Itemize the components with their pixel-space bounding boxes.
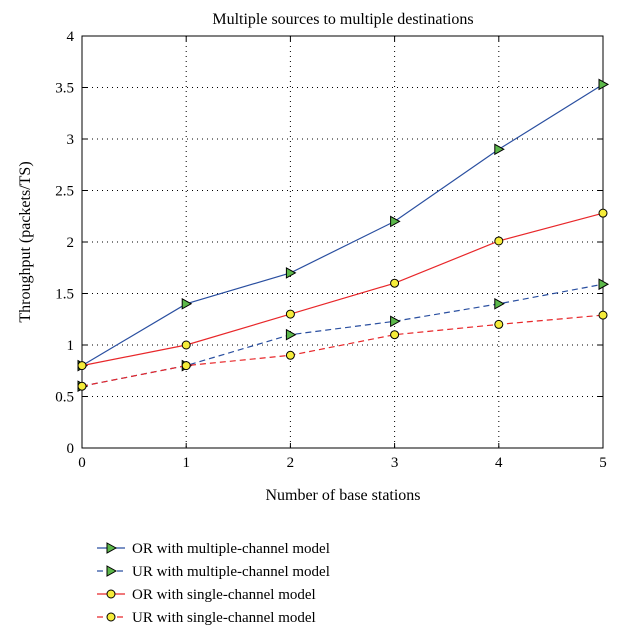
- grid-lines: [82, 36, 603, 448]
- x-tick-label: 1: [182, 455, 190, 471]
- x-tick-label: 0: [78, 455, 86, 471]
- y-tick-label: 1.5: [55, 287, 74, 303]
- series-1: [77, 78, 610, 372]
- legend-label: UR with multiple-channel model: [132, 564, 330, 580]
- series-line: [81, 83, 604, 367]
- y-tick-label: 1: [67, 338, 75, 354]
- y-axis: 0 0.5 1 1.5 2 2.5 3 3.5 4: [55, 29, 603, 457]
- data-point: [494, 236, 504, 246]
- data-point: [598, 310, 608, 320]
- series-3: [77, 208, 608, 371]
- data-point: [77, 381, 87, 391]
- y-tick-label: 3: [67, 132, 75, 148]
- data-point: [285, 350, 295, 360]
- data-point: [285, 328, 297, 341]
- data-point: [77, 361, 87, 371]
- x-axis-title: Number of base stations: [265, 487, 420, 504]
- data-point: [181, 340, 191, 350]
- legend-item: OR with single-channel model: [97, 587, 316, 603]
- data-point: [285, 309, 295, 319]
- series-line: [81, 314, 604, 387]
- y-tick-label: 4: [67, 29, 75, 45]
- legend: OR with multiple-channel model UR with mu…: [97, 541, 330, 626]
- data-point: [181, 361, 191, 371]
- x-tick-label: 2: [287, 455, 295, 471]
- chart-title: Multiple sources to multiple destination…: [212, 11, 473, 28]
- y-tick-label: 0: [67, 441, 75, 457]
- y-tick-label: 0.5: [55, 390, 74, 406]
- legend-item: UR with multiple-channel model: [97, 564, 330, 580]
- legend-marker: [106, 612, 116, 622]
- legend-marker: [106, 589, 116, 599]
- data-point: [494, 143, 505, 156]
- legend-item: OR with multiple-channel model: [97, 541, 330, 557]
- legend-label: UR with single-channel model: [132, 610, 316, 626]
- data-point: [181, 297, 193, 310]
- data-point: [494, 319, 504, 329]
- y-tick-label: 2: [67, 235, 75, 251]
- legend-marker: [106, 542, 118, 554]
- y-tick-label: 3.5: [55, 81, 74, 97]
- series-line: [81, 283, 604, 387]
- data-point: [285, 267, 297, 279]
- series-line: [81, 212, 604, 367]
- data-point: [390, 278, 400, 288]
- legend-label: OR with multiple-channel model: [132, 541, 330, 557]
- legend-item: UR with single-channel model: [97, 610, 316, 626]
- legend-marker: [106, 565, 118, 577]
- x-axis: 0 1 2 3 4 5: [78, 36, 607, 471]
- data-point: [494, 297, 505, 310]
- legend-label: OR with single-channel model: [132, 587, 316, 603]
- x-tick-label: 4: [495, 455, 503, 471]
- data-point: [390, 330, 400, 340]
- data-point: [598, 208, 608, 218]
- data-point: [390, 315, 401, 328]
- x-tick-label: 3: [391, 455, 399, 471]
- y-tick-label: 2.5: [55, 184, 74, 200]
- y-axis-title: Throughput (packets/TS): [17, 161, 34, 322]
- data-point: [598, 278, 610, 291]
- series-layer: [77, 78, 610, 393]
- series-2: [77, 278, 610, 393]
- series-4: [77, 310, 608, 391]
- data-point: [390, 215, 401, 228]
- x-tick-label: 5: [599, 455, 607, 471]
- data-point: [598, 78, 610, 91]
